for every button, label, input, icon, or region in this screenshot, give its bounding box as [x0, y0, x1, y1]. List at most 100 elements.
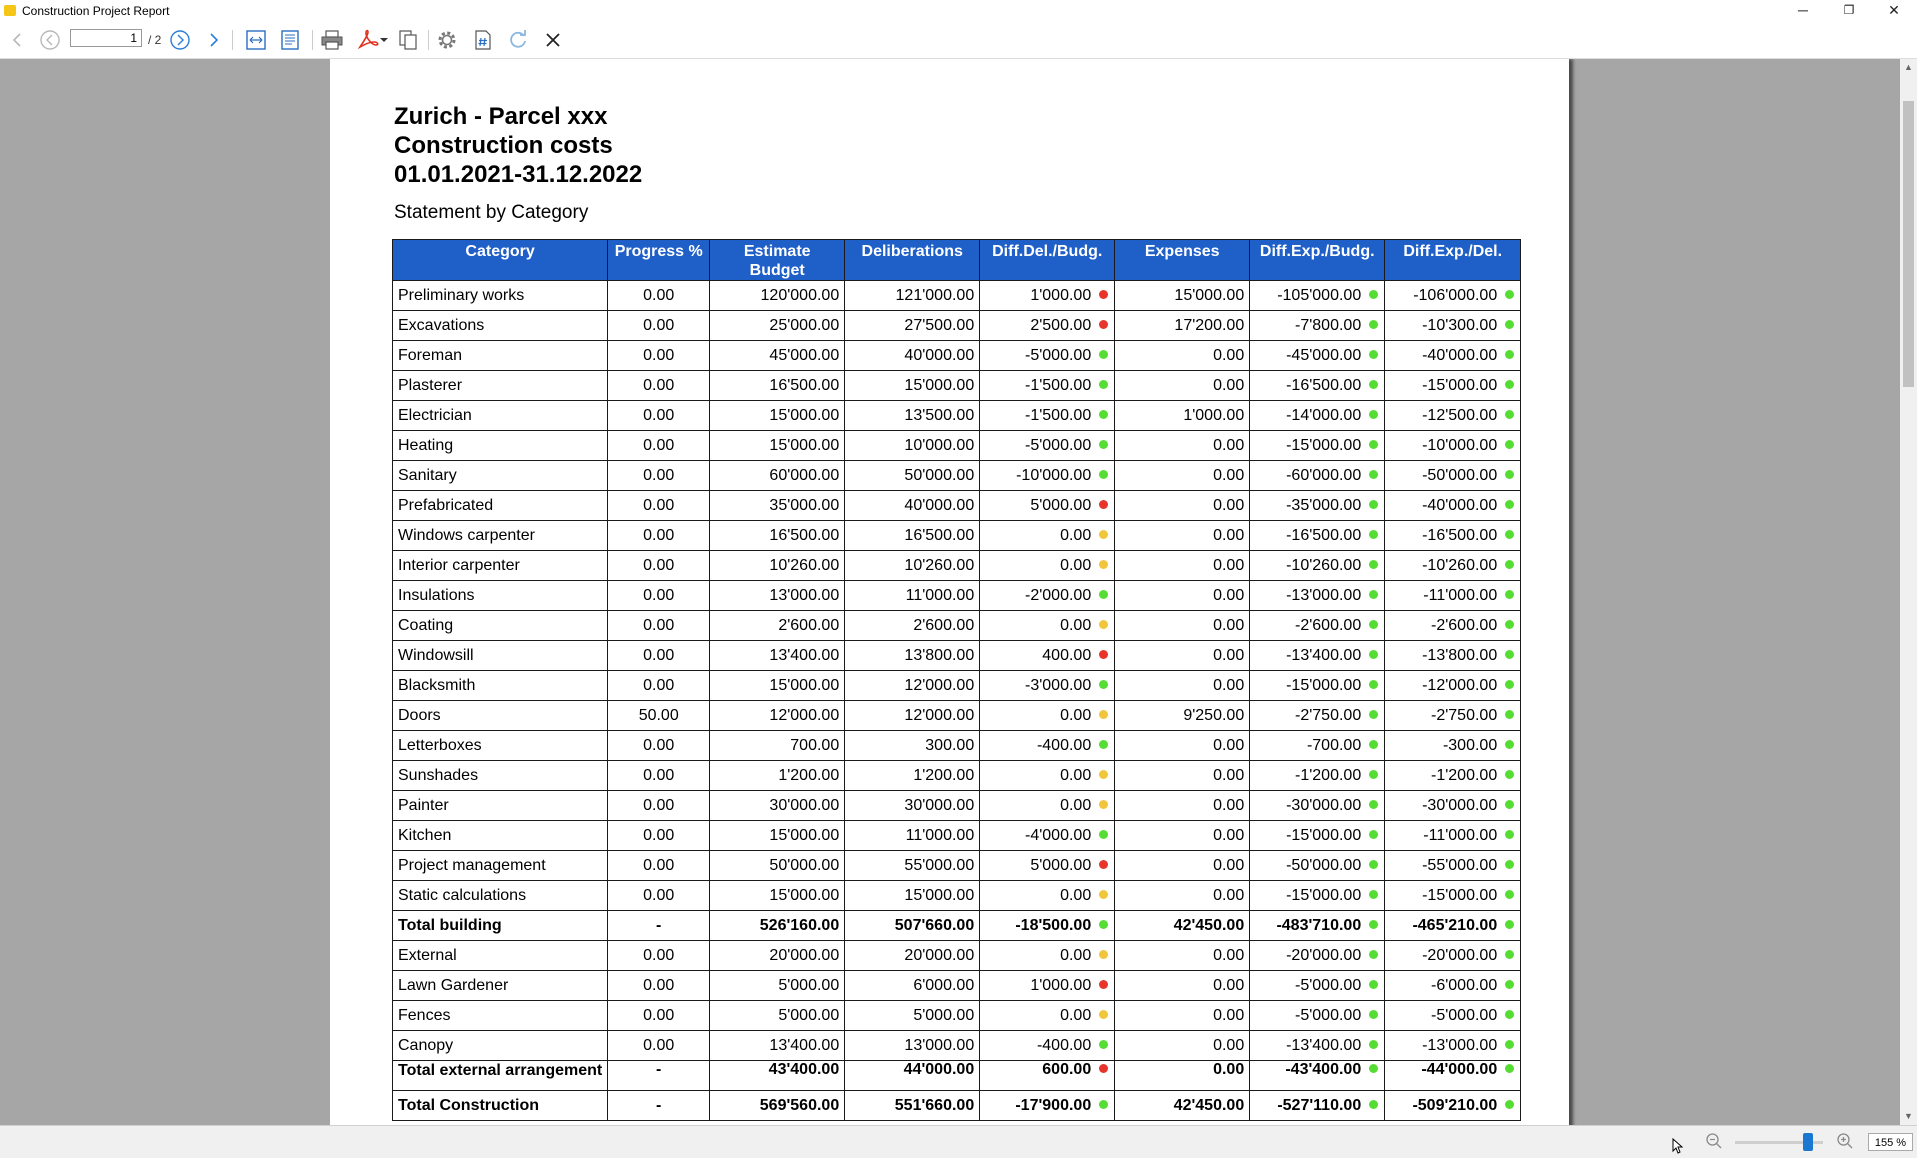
status-dot-green-icon: [1369, 409, 1379, 419]
scrollbar-thumb[interactable]: [1903, 101, 1914, 387]
table-cell: -1'500.00: [979, 400, 1116, 431]
export-pdf-button[interactable]: [354, 27, 390, 53]
cell-value: 0.00: [1060, 616, 1092, 634]
table-row: Coating 0.00 2'600.00 2'600.00 0.00 0.00 -2'60…: [391, 610, 1522, 641]
status-dot-green-icon: [1505, 649, 1515, 659]
table-cell: -5'000.00: [1384, 1000, 1522, 1031]
cell-value: -12'000.00: [1422, 676, 1498, 694]
status-dot-green-icon: [1369, 379, 1379, 389]
table-cell: -700.00: [1249, 730, 1386, 761]
settings-button[interactable]: [433, 27, 461, 53]
table-cell: 0.00: [1114, 790, 1251, 821]
table-cell: 45'000.00: [709, 340, 846, 371]
page-setup-button[interactable]: [469, 27, 497, 53]
status-dot-green-icon: [1099, 679, 1109, 689]
fit-width-button[interactable]: [242, 27, 270, 53]
table-cell: -400.00: [979, 1030, 1116, 1061]
refresh-button[interactable]: [504, 27, 532, 53]
fit-page-button[interactable]: [276, 27, 304, 53]
table-cell: 5'000.00: [979, 850, 1116, 881]
table-row: Kitchen 0.00 15'000.00 11'000.00 -4'000.00 0.…: [391, 820, 1522, 851]
table-row: Lawn Gardener 0.00 5'000.00 6'000.00 1'000.0…: [391, 970, 1522, 1001]
column-header-expenses: Expenses: [1114, 239, 1251, 281]
table-cell: Sunshades: [391, 760, 609, 791]
table-cell: Painter: [391, 790, 609, 821]
close-window-button[interactable]: ✕: [1888, 2, 1900, 18]
circle-arrow-right-icon: [170, 30, 190, 50]
column-header-estimate-budget: Estimate Budget: [709, 239, 846, 281]
status-dot-green-icon: [1505, 889, 1515, 899]
table-row: Plasterer 0.00 16'500.00 15'000.00 -1'500.00…: [391, 370, 1522, 401]
zoom-slider-thumb[interactable]: [1803, 1133, 1813, 1151]
previous-page-button[interactable]: [36, 27, 64, 53]
cell-value: -2'600.00: [1295, 616, 1362, 634]
table-cell: 0.00: [1114, 430, 1251, 461]
table-cell: 2'500.00: [979, 310, 1116, 341]
table-cell: 551'660.00: [844, 1090, 981, 1121]
status-dot-green-icon: [1099, 349, 1109, 359]
report-subtitle: Statement by Category: [394, 202, 589, 223]
zoom-level[interactable]: 155 %: [1868, 1133, 1913, 1151]
cell-value: 600.00: [1042, 1061, 1092, 1078]
status-dot-green-icon: [1369, 1039, 1379, 1049]
table-cell: 11'000.00: [844, 580, 981, 611]
cell-value: -10'300.00: [1422, 316, 1498, 334]
table-body: Preliminary works 0.00 120'000.00 121'000.0…: [391, 280, 1522, 1121]
next-page-button[interactable]: [166, 27, 194, 53]
scroll-down-arrow[interactable]: ▼: [1904, 1111, 1913, 1121]
table-cell: -300.00: [1384, 730, 1522, 761]
status-dot-green-icon: [1099, 919, 1109, 929]
status-dot-green-icon: [1369, 679, 1379, 689]
table-cell: 0.00: [979, 520, 1116, 551]
first-page-button[interactable]: [6, 27, 28, 53]
zoom-in-button[interactable]: [1836, 1132, 1854, 1155]
close-icon: [546, 33, 560, 47]
table-cell: 0.00: [607, 1030, 711, 1061]
page-number-input[interactable]: [70, 29, 142, 47]
cell-value: 1'000.00: [1030, 976, 1092, 994]
table-cell: 0.00: [979, 940, 1116, 971]
table-cell: -55'000.00: [1384, 850, 1522, 881]
cell-value: -30'000.00: [1286, 796, 1362, 814]
minimize-button[interactable]: ─: [1798, 2, 1808, 18]
status-dot-green-icon: [1099, 439, 1109, 449]
table-cell: 2'600.00: [844, 610, 981, 641]
table-cell: Kitchen: [391, 820, 609, 851]
vertical-scrollbar[interactable]: ▲ ▼: [1900, 59, 1917, 1125]
table-cell: 0.00: [607, 790, 711, 821]
table-cell: 0.00: [607, 520, 711, 551]
total-row: Total external arrangement -43'400.00 44'0…: [391, 1060, 1522, 1091]
table-cell: Heating: [391, 430, 609, 461]
status-dot-green-icon: [1505, 1039, 1515, 1049]
restore-button[interactable]: ❐: [1843, 3, 1855, 17]
page-total-label: / 2: [148, 33, 162, 47]
table-cell: 13'000.00: [844, 1030, 981, 1061]
column-header-deliberations: Deliberations: [844, 239, 981, 281]
last-page-button[interactable]: [203, 27, 225, 53]
status-dot-green-icon: [1505, 799, 1515, 809]
close-preview-button[interactable]: [539, 27, 567, 53]
table-cell: 15'000.00: [709, 670, 846, 701]
table-cell: 12'000.00: [844, 700, 981, 731]
scroll-up-arrow[interactable]: ▲: [1904, 62, 1913, 72]
table-cell: 0.00: [607, 490, 711, 521]
table-row: Fences 0.00 5'000.00 5'000.00 0.00 0.00 -5'000…: [391, 1000, 1522, 1031]
status-dot-green-icon: [1369, 769, 1379, 779]
status-dot-green-icon: [1099, 589, 1109, 599]
document-viewer[interactable]: Zurich - Parcel xxx Construction costs 0…: [0, 59, 1900, 1125]
cell-value: -7'800.00: [1295, 316, 1362, 334]
zoom-slider-track[interactable]: [1735, 1141, 1823, 1144]
table-cell: 0.00: [607, 730, 711, 761]
zoom-out-button[interactable]: [1705, 1132, 1723, 1155]
table-cell: 9'250.00: [1114, 700, 1251, 731]
copy-button[interactable]: [394, 27, 422, 53]
table-cell: -: [607, 910, 711, 941]
table-cell: -5'000.00: [1249, 1000, 1386, 1031]
table-cell: Windows carpenter: [391, 520, 609, 551]
table-cell: 700.00: [709, 730, 846, 761]
status-dot-green-icon: [1369, 859, 1379, 869]
print-button[interactable]: [318, 27, 346, 53]
table-cell: 0.00: [607, 880, 711, 911]
cell-value: -12'500.00: [1422, 406, 1498, 424]
table-cell: 5'000.00: [979, 490, 1116, 521]
